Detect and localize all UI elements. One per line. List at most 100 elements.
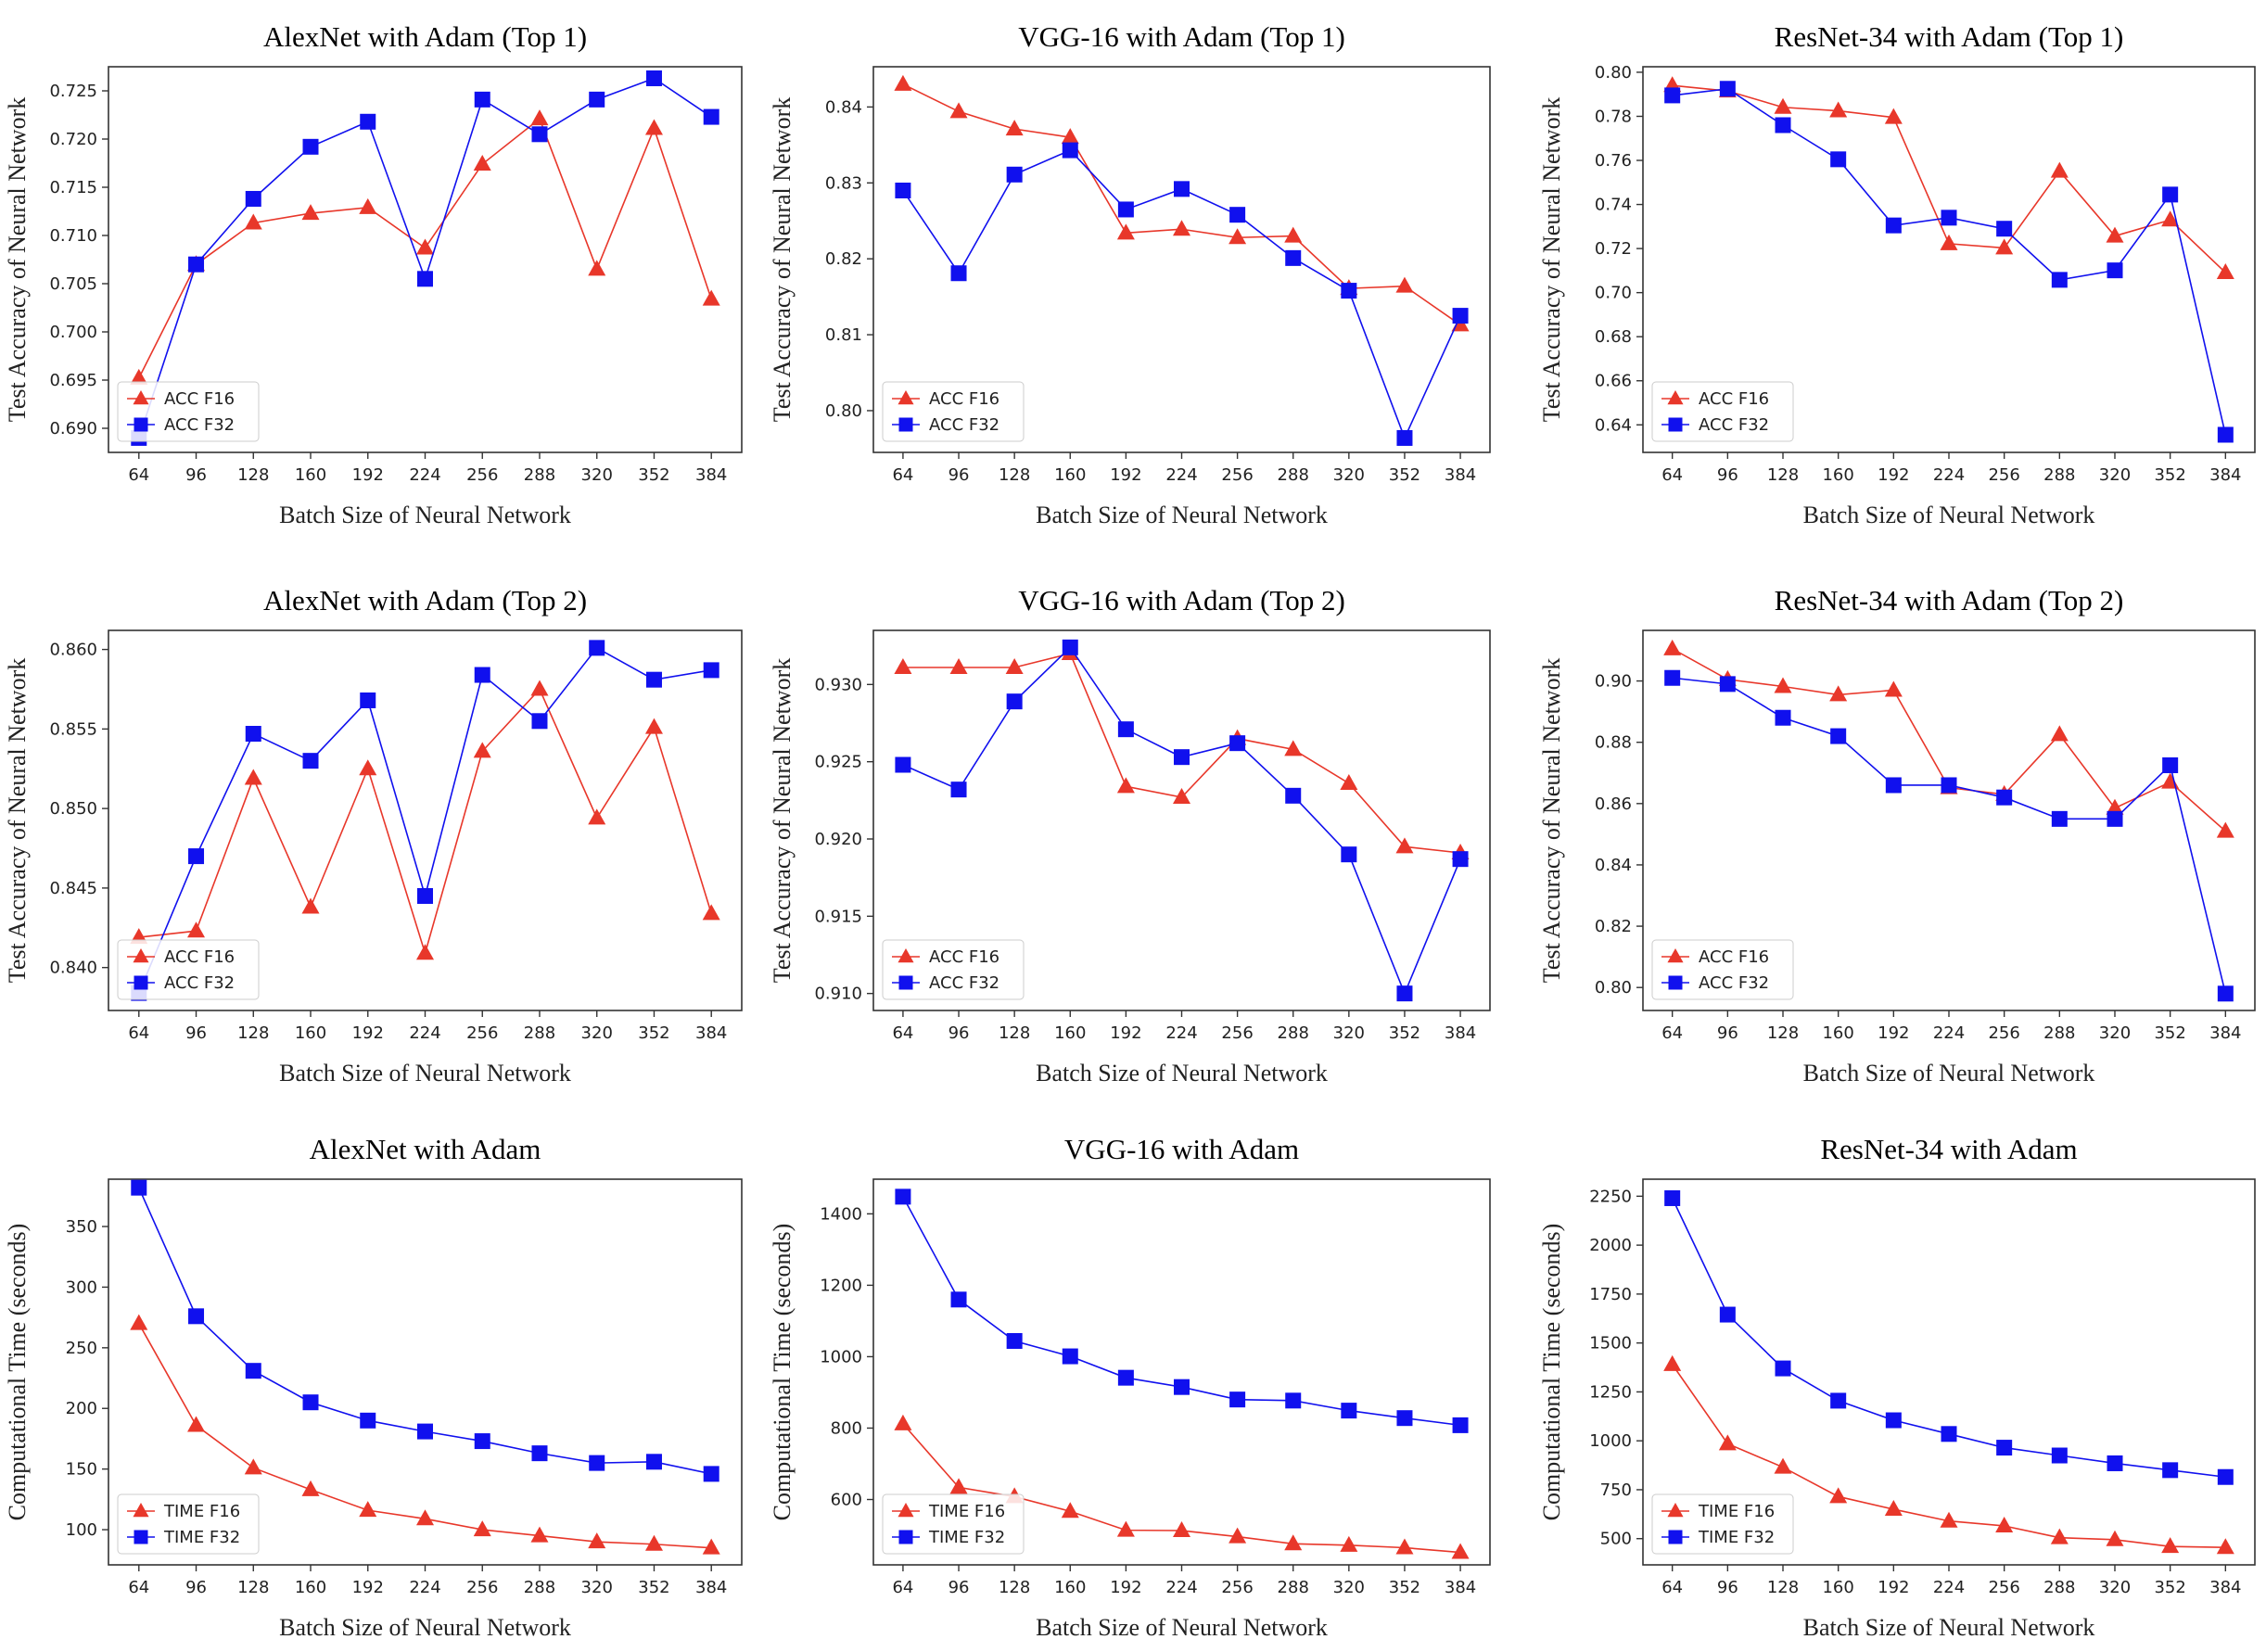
data-point-triangle bbox=[1884, 1500, 1903, 1517]
x-tick-label: 192 bbox=[1110, 1023, 1141, 1043]
legend-label: ACC F16 bbox=[929, 947, 999, 967]
data-point-square bbox=[1941, 777, 1957, 794]
legend: ACC F16 ACC F32 bbox=[882, 939, 1025, 1000]
y-axis-label: Test Accuracy of Neural Network bbox=[4, 97, 31, 422]
data-point-square bbox=[1229, 207, 1246, 223]
data-point-triangle bbox=[1663, 1354, 1682, 1371]
y-tick-label: 1750 bbox=[1589, 1285, 1632, 1304]
y-tick-label: 0.705 bbox=[49, 274, 97, 294]
data-point-square bbox=[1285, 1392, 1302, 1409]
legend-label: ACC F32 bbox=[1699, 973, 1769, 993]
chart-panel: VGG-16 with Adam (Top 2) 64 96 128 160 192 224… bbox=[769, 584, 1491, 1087]
data-point-square bbox=[417, 1423, 433, 1440]
plot-area bbox=[894, 1188, 1470, 1559]
data-point-triangle bbox=[894, 1414, 912, 1430]
data-point-square bbox=[360, 113, 376, 130]
x-tick-label: 352 bbox=[2154, 465, 2185, 485]
y-tick-label: 0.83 bbox=[825, 173, 862, 193]
y-tick-label: 0.90 bbox=[1595, 672, 1632, 692]
data-point-square bbox=[2217, 985, 2234, 1002]
x-tick-label: 224 bbox=[1165, 465, 1197, 485]
data-point-triangle bbox=[949, 102, 968, 119]
x-tick-label: 192 bbox=[352, 1578, 384, 1597]
x-tick-label: 288 bbox=[524, 1023, 555, 1043]
x-tick-label: 288 bbox=[2043, 1023, 2075, 1043]
data-point-square bbox=[2217, 1468, 2234, 1485]
data-point-triangle bbox=[1774, 677, 1792, 693]
y-tick-label: 0.78 bbox=[1595, 107, 1632, 126]
data-point-square bbox=[703, 662, 719, 679]
data-point-triangle bbox=[644, 718, 663, 734]
y-tick-label: 0.695 bbox=[49, 371, 97, 390]
data-point-triangle bbox=[1116, 777, 1135, 794]
x-tick-label: 384 bbox=[2209, 1578, 2241, 1597]
data-point-triangle bbox=[359, 1501, 377, 1518]
data-point-square bbox=[1664, 669, 1681, 686]
x-tick-label: 128 bbox=[999, 465, 1030, 485]
data-point-triangle bbox=[2050, 1528, 2069, 1544]
x-tick-label: 192 bbox=[1878, 1023, 1909, 1043]
data-point-triangle bbox=[359, 759, 377, 776]
x-tick-label: 256 bbox=[1221, 465, 1253, 485]
data-point-square bbox=[1117, 1369, 1134, 1386]
x-tick-label: 96 bbox=[948, 1578, 970, 1597]
y-tick-label: 300 bbox=[66, 1277, 97, 1297]
chart-title: AlexNet with Adam (Top 1) bbox=[263, 20, 587, 53]
legend-label: ACC F32 bbox=[929, 415, 999, 435]
data-point-triangle bbox=[2106, 1530, 2124, 1546]
data-point-square bbox=[1006, 166, 1023, 183]
x-axis-label: Batch Size of Neural Network bbox=[279, 1614, 571, 1641]
x-axis-label: Batch Size of Neural Network bbox=[1036, 502, 1328, 528]
data-point-triangle bbox=[1718, 1434, 1737, 1451]
data-point-square bbox=[1885, 1412, 1902, 1429]
legend-marker-triangle bbox=[1667, 390, 1684, 405]
data-point-square bbox=[531, 1445, 548, 1462]
y-tick-label: 0.68 bbox=[1595, 327, 1632, 347]
legend-marker-square bbox=[134, 975, 148, 990]
y-axis-label: Computational Time (seconds) bbox=[769, 1224, 796, 1521]
y-tick-label: 0.700 bbox=[49, 323, 97, 342]
data-point-square bbox=[474, 1433, 490, 1450]
x-tick-label: 288 bbox=[2043, 465, 2075, 485]
y-tick-label: 0.720 bbox=[49, 130, 97, 149]
legend-box bbox=[1651, 939, 1794, 1000]
legend-marker-triangle bbox=[1667, 948, 1684, 963]
series-line bbox=[138, 688, 712, 957]
data-point-triangle bbox=[2050, 161, 2069, 178]
data-point-square bbox=[1719, 81, 1736, 97]
data-point-square bbox=[302, 138, 319, 155]
chart-panel: AlexNet with Adam (Top 1) 64 96 128 160 192 22… bbox=[4, 20, 743, 528]
data-point-triangle bbox=[2161, 772, 2180, 789]
y-tick-label: 200 bbox=[66, 1399, 97, 1418]
x-tick-label: 192 bbox=[1878, 465, 1909, 485]
data-point-square bbox=[1941, 210, 1957, 226]
legend: ACC F16 ACC F32 bbox=[1651, 381, 1794, 442]
x-tick-label: 384 bbox=[2209, 465, 2241, 485]
x-tick-label: 64 bbox=[128, 1023, 149, 1043]
data-point-triangle bbox=[1061, 128, 1079, 145]
legend-label: ACC F32 bbox=[1699, 415, 1769, 435]
data-point-square bbox=[531, 713, 548, 730]
x-tick-label: 352 bbox=[638, 1578, 669, 1597]
data-point-square bbox=[589, 640, 605, 656]
legend-label: TIME F32 bbox=[928, 1528, 1005, 1547]
y-tick-label: 0.81 bbox=[825, 325, 862, 345]
data-point-square bbox=[1229, 1391, 1246, 1408]
data-point-square bbox=[1396, 429, 1413, 446]
data-point-square bbox=[2107, 1455, 2123, 1471]
x-tick-label: 128 bbox=[999, 1023, 1030, 1043]
x-tick-label: 96 bbox=[185, 1023, 207, 1043]
y-tick-label: 0.72 bbox=[1595, 239, 1632, 259]
data-point-triangle bbox=[530, 1526, 549, 1543]
x-axis-label: Batch Size of Neural Network bbox=[279, 502, 571, 528]
y-axis-label: Test Accuracy of Neural Network bbox=[1538, 97, 1565, 422]
data-point-square bbox=[645, 70, 662, 86]
plot-area bbox=[130, 70, 720, 446]
data-point-triangle bbox=[1284, 226, 1303, 243]
legend-box bbox=[882, 1493, 1025, 1555]
x-tick-label: 192 bbox=[1110, 1578, 1141, 1597]
data-point-triangle bbox=[301, 1480, 320, 1496]
data-point-triangle bbox=[894, 74, 912, 91]
plot-area bbox=[1663, 76, 2234, 443]
y-tick-label: 0.64 bbox=[1595, 415, 1632, 435]
